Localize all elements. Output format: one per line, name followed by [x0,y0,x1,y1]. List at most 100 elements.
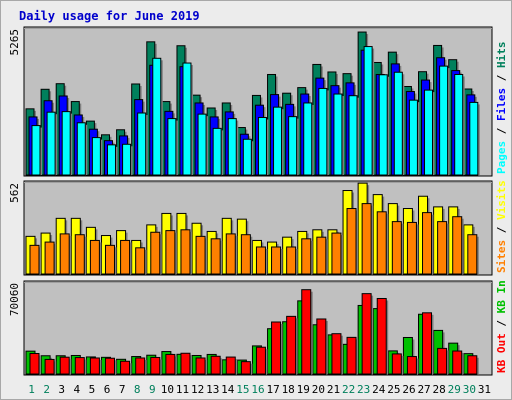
bar-kb-out-day-3 [59,356,70,375]
bar-kb-out-day-20 [316,318,327,375]
bar-sites-day-27 [422,212,433,275]
bar-pages-day-8 [137,112,147,176]
x-tick-label: 26 [402,383,415,396]
x-tick-label: 27 [417,383,430,396]
bar-sites-day-15 [240,234,251,275]
legend-text: Sites / Visits [495,180,508,273]
bar-sites-day-8 [135,247,146,275]
bar-pages-day-26 [408,99,418,176]
x-tick-label: 24 [372,383,386,396]
bar-sites-day-6 [104,244,115,275]
bar-pages-day-1 [31,125,41,176]
x-tick-label: 19 [297,383,310,396]
bar-sites-day-1 [29,244,40,275]
bar-sites-day-11 [180,229,191,275]
legend-separator: / [495,220,508,240]
panel-kbin-kbout: 70060 [8,280,493,376]
x-tick-label: 7 [119,383,126,396]
bar-pages-day-18 [288,116,298,176]
bar-sites-day-24 [376,211,387,275]
y-max-label: 70060 [8,283,21,316]
bar-sites-day-9 [150,231,161,275]
bar-pages-day-16 [257,116,267,176]
legend-item-pages: Pages [495,141,508,174]
bar-pages-day-11 [182,62,192,176]
x-tick-label: 23 [357,383,370,396]
legend-item-sites: Sites [495,240,508,273]
bar-sites-day-4 [74,234,85,275]
bar-kb-out-day-18 [286,315,297,375]
bar-pages-day-3 [61,111,71,176]
x-tick-label: 4 [74,383,81,396]
y-max-label: 5265 [8,29,21,56]
x-tick-label: 20 [312,383,325,396]
y-max-label: 562 [8,183,21,203]
series-sites [29,203,479,275]
bar-sites-day-29 [452,216,463,275]
x-tick-label: 5 [89,383,96,396]
bar-sites-day-25 [391,221,402,275]
legend-text: KB Out / KB In [495,280,508,373]
bar-kb-out-day-17 [271,321,282,375]
x-tick-label: 22 [342,383,355,396]
x-tick-label: 17 [266,383,279,396]
x-tick-label: 18 [282,383,295,396]
bar-kb-out-day-28 [437,347,448,375]
bar-kb-out-day-22 [346,336,357,375]
bar-sites-day-5 [89,239,100,275]
bar-kb-out-day-25 [391,353,402,375]
bar-pages-day-27 [424,89,434,176]
bar-sites-day-13 [210,238,221,275]
bar-kb-out-day-23 [361,293,372,375]
x-tick-label: 13 [206,383,219,396]
x-tick-label: 2 [43,383,50,396]
x-tick-label: 21 [327,383,340,396]
bar-sites-day-7 [120,239,131,275]
bar-pages-day-4 [76,122,86,176]
bar-pages-day-25 [393,71,403,176]
bar-kb-out-day-1 [29,353,40,375]
bar-pages-day-24 [378,74,388,176]
bar-pages-day-29 [454,73,464,176]
bar-sites-day-12 [195,235,206,275]
bar-sites-day-10 [165,230,176,275]
bar-sites-day-20 [316,236,327,275]
chart-title: Daily usage for June 2019 [19,9,200,23]
legend-separator: / [495,121,508,141]
bar-pages-day-22 [348,95,358,176]
bar-sites-day-17 [271,246,282,275]
bar-kb-out-day-24 [376,297,387,375]
bar-sites-day-18 [286,246,297,275]
bar-pages-day-30 [469,101,479,176]
bar-kb-out-day-19 [301,289,312,375]
bar-pages-day-13 [212,127,222,176]
bar-kb-out-day-26 [406,356,417,375]
bar-sites-day-16 [255,246,266,275]
legend-item-files: Files [495,88,508,121]
legend-visits-sites: Sites / Visits [495,180,508,273]
x-tick-label: 1 [28,383,35,396]
x-tick-label: 3 [58,383,65,396]
bar-kb-out-day-5 [89,357,100,375]
bar-pages-day-23 [363,46,373,176]
bar-sites-day-30 [467,234,478,275]
bar-pages-day-5 [91,137,101,176]
x-tick-label: 6 [104,383,111,396]
bar-sites-day-21 [331,232,342,275]
bar-pages-day-28 [439,65,449,176]
bar-pages-day-19 [303,102,313,176]
bar-kb-out-day-9 [150,356,161,375]
bar-kb-out-day-7 [120,360,131,375]
bar-pages-day-21 [333,93,343,176]
bar-kb-out-day-30 [467,355,478,375]
bar-pages-day-7 [122,143,132,176]
bar-sites-day-28 [437,221,448,275]
legend-separator: / [495,313,508,333]
bar-sites-day-14 [225,233,236,275]
bar-sites-day-2 [44,241,55,275]
legend-separator: / [495,68,508,88]
series-kb-out [29,289,479,375]
legend-kbin-kbout: KB Out / KB In [495,280,508,373]
bar-kb-out-day-10 [165,353,176,375]
bar-kb-out-day-4 [74,357,85,375]
